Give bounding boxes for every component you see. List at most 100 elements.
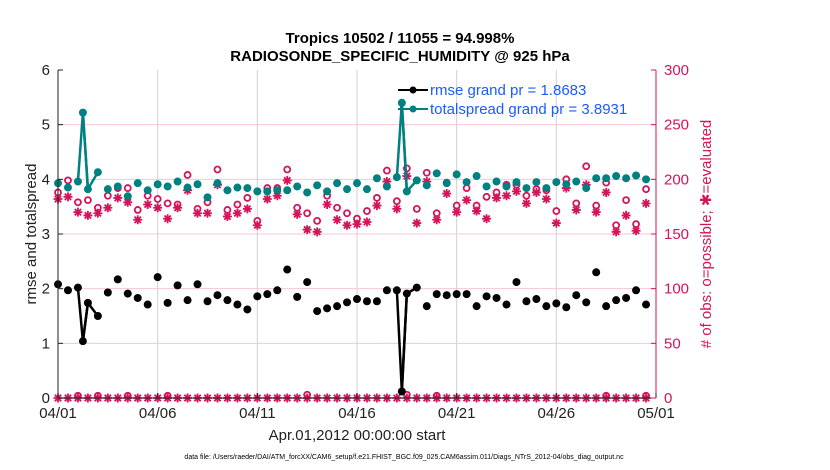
rmse-point [333, 302, 342, 311]
evaluated-obs-point [611, 227, 621, 237]
possible-obs-point [243, 194, 252, 202]
totalspread-point [552, 178, 561, 187]
totalspread-point [193, 180, 202, 189]
evaluated-obs-point [322, 199, 332, 209]
rmse-line-segment [400, 293, 409, 392]
totalspread-point [622, 174, 631, 183]
totalspread-point [213, 179, 222, 188]
rmse-point [93, 312, 102, 320]
rmse-point [303, 278, 312, 287]
rmse-point [632, 286, 641, 295]
totalspread-point [163, 182, 172, 191]
totalspread-point [512, 178, 521, 187]
totalspread-point [243, 184, 252, 193]
evaluated-obs-point [83, 210, 93, 220]
rmse-point [183, 296, 192, 305]
totalspread-point [482, 182, 491, 191]
rmse-point [392, 286, 401, 295]
evaluated-obs-point [222, 212, 232, 222]
totalspread-point [392, 173, 401, 182]
possible-obs-point [482, 192, 491, 201]
rmse-point [293, 292, 302, 301]
totalspread-point [522, 184, 531, 193]
chart-title: Tropics 10502 / 11055 = 94.998% [286, 30, 515, 47]
totalspread-point [83, 185, 92, 194]
rmse-point [313, 307, 322, 316]
data-file-footer: data file: /Users/raeder/DAI/ATM_forcXX/… [184, 454, 624, 461]
totalspread-point [78, 108, 87, 117]
y-tick-label: 0 [42, 390, 50, 407]
evaluated-obs-point [163, 214, 173, 224]
totalspread-point [397, 98, 406, 107]
evaluated-obs-point [113, 193, 123, 203]
totalspread-point [253, 187, 262, 196]
x-tick-label: 04/11 [239, 405, 275, 422]
rmse-point [422, 302, 431, 311]
evaluated-obs-point [531, 187, 541, 197]
totalspread-point [582, 184, 591, 193]
totalspread-point [372, 174, 381, 183]
evaluated-obs-point [621, 210, 631, 220]
possible-obs-point [233, 200, 242, 209]
totalspread-point [602, 174, 611, 183]
totalspread-point [233, 183, 242, 192]
axes: 04/01 04/06 04/11 04/16 04/21 04/26 05/0101234… [39, 62, 689, 422]
totalspread-point [632, 171, 641, 180]
evaluated-obs-point [193, 208, 203, 218]
totalspread-point [323, 187, 332, 196]
rmse-point [343, 298, 352, 307]
possible-obs-point [163, 199, 172, 208]
evaluated-obs-point [452, 207, 462, 217]
rmse-point [63, 286, 72, 295]
rmse-point [602, 302, 611, 311]
rmse-point [273, 286, 282, 295]
evaluated-obs-point [272, 191, 282, 201]
evaluated-obs-point [472, 206, 482, 216]
possible-obs-point [283, 165, 292, 174]
totalspread-point [472, 172, 481, 181]
totalspread-point [422, 181, 431, 190]
rmse-point [133, 293, 142, 302]
possible-obs-point [103, 191, 112, 200]
rmse-point [143, 300, 152, 309]
totalspread-point [273, 186, 282, 195]
possible-obs-point [123, 184, 132, 192]
evaluated-obs-point [93, 208, 103, 218]
evaluated-obs-point [173, 203, 183, 213]
y-tick-label: 1 [42, 335, 50, 352]
chart-subtitle: RADIOSONDE_SPECIFIC_HUMIDITY @ 925 hPa [230, 48, 570, 65]
totalspread-line-segment [81, 112, 90, 190]
totalspread-point [283, 186, 292, 195]
grid [58, 70, 656, 398]
possible-obs-point [74, 198, 82, 207]
totalspread-point [143, 186, 152, 195]
possible-obs-point [343, 209, 351, 218]
evaluated-obs-point [312, 227, 322, 237]
possible-obs-point [412, 204, 421, 213]
possible-obs-point [153, 195, 162, 203]
y-right-tick-label: 300 [664, 62, 689, 79]
rmse-point [562, 303, 571, 312]
totalspread-point [153, 180, 162, 189]
totalspread-point [113, 182, 122, 191]
possible-obs-point [382, 166, 391, 175]
rmse-point [203, 297, 212, 306]
evaluated-obs-point [591, 207, 601, 217]
totalspread-point [542, 184, 551, 193]
totalspread-point [452, 170, 461, 179]
evaluated-obs-point [302, 225, 312, 235]
rmse-point [353, 295, 361, 304]
evaluated-obs-point [412, 218, 422, 228]
rmse-line-segment [76, 287, 85, 342]
evaluated-obs-point [392, 204, 402, 214]
y-right-tick-label: 200 [664, 171, 689, 188]
evaluated-obs-point [153, 203, 163, 213]
possible-obs-point [84, 196, 92, 205]
legend-rmse-marker [409, 86, 417, 94]
evaluated-obs-point [73, 207, 83, 217]
evaluated-obs-point [342, 220, 352, 230]
rmse-point [362, 297, 371, 306]
evaluated-obs-point [352, 219, 362, 229]
evaluated-obs-point [262, 194, 272, 204]
totalspread-point [313, 181, 322, 190]
